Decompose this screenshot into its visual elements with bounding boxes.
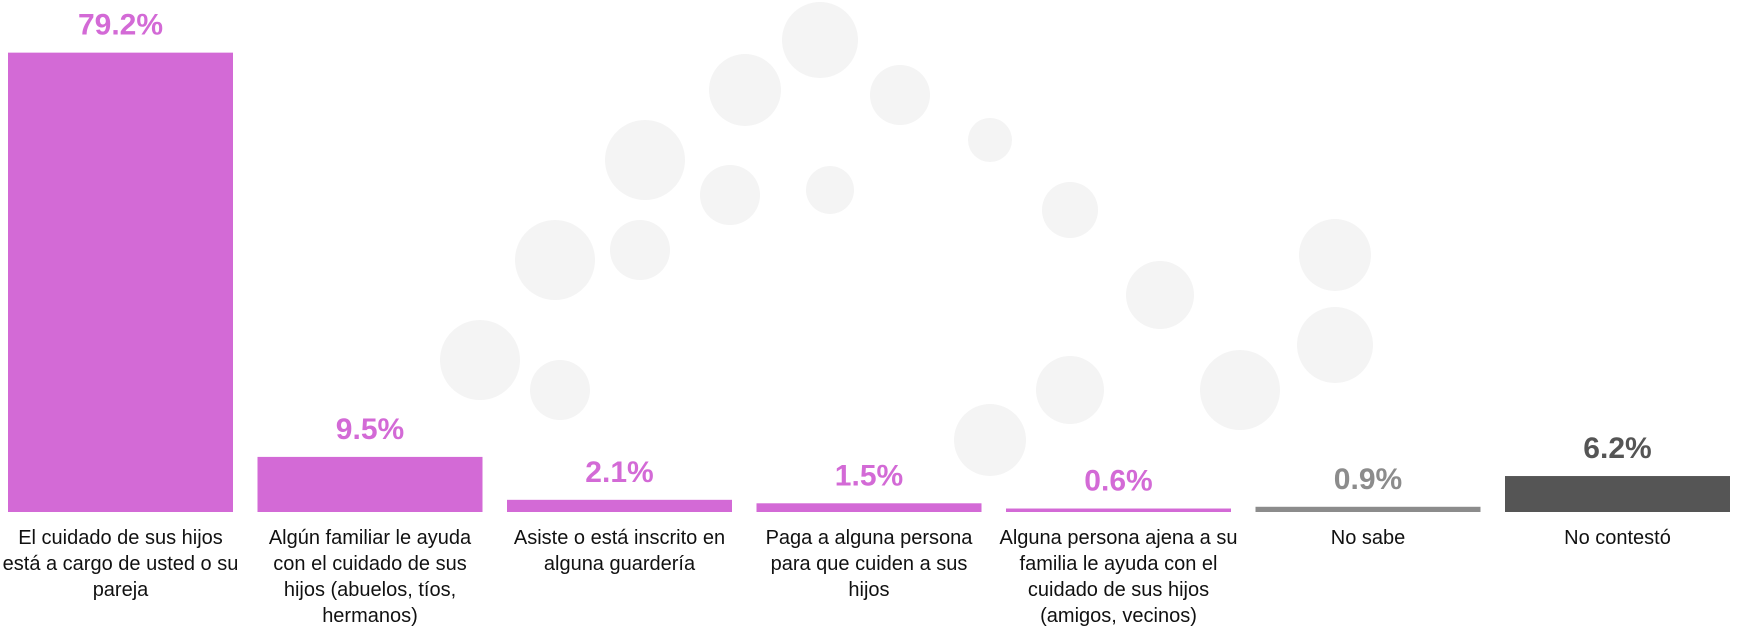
bar xyxy=(756,503,982,512)
bar xyxy=(8,52,233,512)
value-label: 9.5% xyxy=(336,413,404,446)
background-dots xyxy=(440,2,1373,476)
value-label: 2.1% xyxy=(585,456,653,489)
value-label: 79.2% xyxy=(78,9,163,42)
value-label: 6.2% xyxy=(1583,432,1651,465)
bar xyxy=(1505,476,1730,512)
category-label: No contestó xyxy=(1564,527,1671,549)
bar xyxy=(257,456,483,512)
category-label: No sabe xyxy=(1330,527,1406,549)
category-label: Paga a alguna persona para que cuiden a … xyxy=(765,527,973,601)
category-label: Algún familiar le ayuda con el cuidado d… xyxy=(268,527,472,627)
bar xyxy=(1255,506,1481,512)
category-label: Alguna persona ajena a su familia le ayu… xyxy=(999,527,1238,627)
bar xyxy=(1006,508,1231,512)
value-label: 1.5% xyxy=(835,459,903,492)
category-label: Asiste o está inscrito en alguna guarder… xyxy=(513,527,726,575)
value-label: 0.9% xyxy=(1334,463,1402,496)
value-label: 0.6% xyxy=(1084,465,1152,498)
bar xyxy=(507,499,732,512)
category-label: El cuidado de sus hijos está a cargo de … xyxy=(2,527,239,601)
